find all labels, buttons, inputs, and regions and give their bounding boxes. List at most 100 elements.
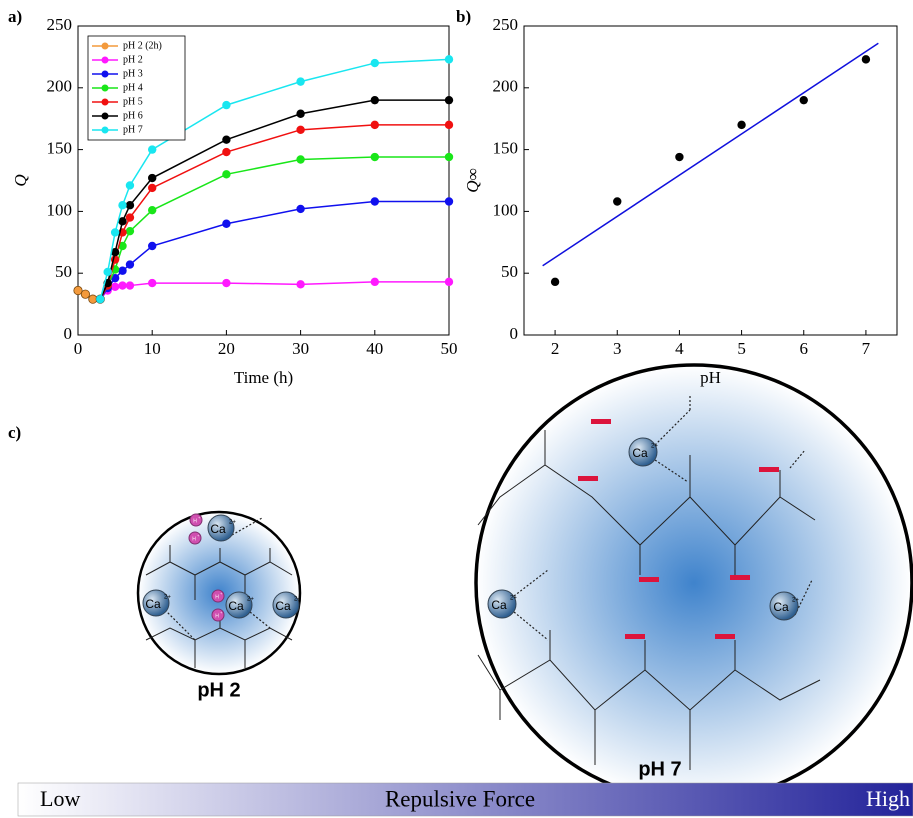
data-point	[296, 109, 305, 118]
legend-marker	[101, 56, 109, 64]
data-point	[370, 277, 379, 287]
ion-label: Ca	[491, 598, 507, 612]
x-tick-label: 5	[737, 339, 746, 358]
data-point	[148, 278, 157, 288]
x-tick-label: 3	[613, 339, 622, 358]
proton-label: H	[215, 613, 219, 619]
data-point	[96, 294, 105, 304]
data-point	[118, 241, 127, 251]
data-point	[861, 55, 871, 64]
data-point	[103, 267, 112, 277]
data-point	[444, 197, 454, 206]
data-point	[296, 204, 305, 214]
cell-label: pH 2	[197, 679, 240, 701]
legend-label: pH 3	[123, 68, 143, 79]
calcium-ion	[487, 589, 517, 619]
x-axis-label: pH	[700, 368, 721, 387]
series-line	[99, 156, 449, 300]
data-point	[118, 217, 127, 226]
legend-label: pH 4	[123, 82, 143, 93]
proton-label: H	[193, 518, 197, 524]
ion-charge: 2+	[229, 520, 236, 526]
scale-low: Low	[40, 786, 80, 811]
x-tick-label: 30	[292, 339, 309, 358]
x-tick-label: 50	[441, 339, 458, 358]
calcium-ion	[225, 591, 253, 619]
calcium-ion	[272, 591, 300, 619]
data-point	[296, 155, 305, 164]
data-point	[125, 181, 135, 190]
x-tick-label: 40	[366, 339, 383, 358]
ion-charge: 2+	[294, 597, 301, 603]
data-point	[125, 226, 135, 236]
data-point	[444, 277, 454, 287]
plot-frame	[523, 25, 898, 336]
x-axis-label: Time (h)	[234, 368, 293, 387]
data-point	[296, 77, 305, 86]
data-point	[613, 197, 622, 206]
legend-marker	[101, 84, 109, 92]
data-point	[222, 219, 231, 228]
calcium-ion	[207, 514, 235, 542]
data-point	[125, 260, 135, 269]
calcium-ion	[142, 589, 170, 617]
y-tick-label: 0	[510, 324, 519, 343]
ion-charge: 2+	[651, 444, 658, 450]
y-tick-label: 250	[493, 15, 519, 34]
legend-label: pH 2 (2h)	[123, 40, 162, 51]
y-tick-label: 150	[47, 139, 73, 158]
y-tick-label: 50	[55, 262, 72, 281]
x-tick-label: 7	[862, 339, 871, 358]
ion-label: Ca	[773, 600, 789, 614]
data-point	[118, 201, 127, 210]
data-point	[222, 100, 231, 110]
ion-label: Ca	[632, 446, 648, 460]
series-line	[99, 58, 450, 300]
data-point	[118, 281, 127, 290]
proton-charge: +	[197, 533, 200, 538]
y-tick-label: 100	[493, 200, 519, 219]
scale-high: High	[866, 786, 910, 811]
data-point	[148, 183, 157, 193]
series-line	[542, 42, 879, 267]
proton-charge: +	[220, 610, 223, 615]
data-point	[296, 125, 305, 135]
y-tick-label: 50	[501, 262, 518, 281]
proton	[189, 513, 203, 527]
data-point	[222, 170, 231, 179]
legend-label: pH 5	[123, 96, 143, 107]
panel-label: c)	[8, 423, 21, 442]
data-point	[296, 280, 305, 289]
panel-label: b)	[456, 7, 471, 26]
data-point	[370, 197, 379, 206]
proton	[211, 589, 225, 603]
data-point	[444, 95, 454, 105]
ion-label: Ca	[275, 599, 291, 613]
data-point	[73, 285, 83, 296]
data-point	[148, 241, 157, 251]
legend-marker	[101, 70, 109, 78]
legend-marker	[101, 126, 109, 134]
proton-charge: +	[198, 515, 201, 520]
legend-marker	[101, 112, 109, 120]
scale-title: Repulsive Force	[385, 786, 535, 811]
x-tick-label: 10	[144, 339, 161, 358]
plot-frame	[77, 25, 450, 336]
data-point	[110, 228, 120, 237]
ion-label: Ca	[145, 597, 161, 611]
legend-label: pH 2	[123, 54, 143, 65]
data-point	[222, 147, 231, 157]
data-point	[148, 173, 157, 183]
cell-label: pH 7	[638, 758, 681, 780]
data-point	[222, 135, 231, 144]
legend-label: pH 6	[123, 110, 143, 121]
data-point	[148, 205, 157, 215]
negative-charges	[578, 419, 779, 639]
data-point	[370, 120, 379, 130]
data-point	[148, 145, 157, 154]
data-point	[222, 278, 231, 288]
data-point	[125, 201, 135, 210]
x-tick-label: 2	[551, 339, 560, 358]
data-point	[125, 213, 135, 222]
